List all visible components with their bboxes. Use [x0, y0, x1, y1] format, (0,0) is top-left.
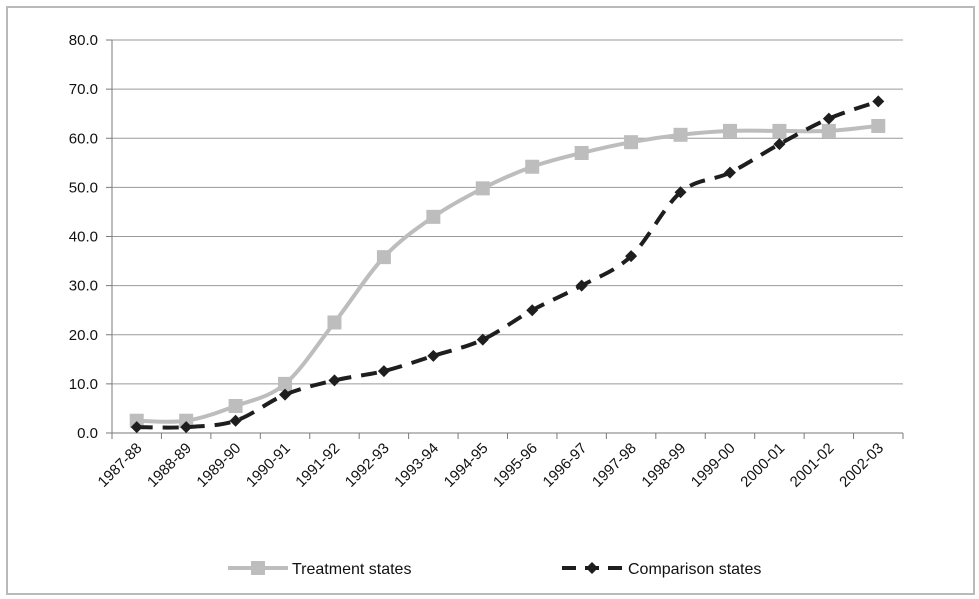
data-point [673, 127, 688, 142]
y-tick-label: 0.0 [77, 425, 98, 442]
x-tick-label: 1988-89 [144, 440, 195, 491]
x-tick-label: 2001-02 [787, 440, 838, 491]
data-point [723, 166, 736, 179]
data-point [327, 315, 342, 330]
data-point [674, 186, 687, 199]
data-point [426, 209, 441, 224]
y-tick-label: 80.0 [69, 32, 98, 49]
series-layer [129, 95, 886, 434]
data-point [179, 413, 194, 428]
gridlines [112, 39, 903, 385]
data-point [624, 135, 639, 150]
data-point [772, 123, 787, 138]
data-point [822, 112, 835, 125]
series-line [136, 99, 879, 430]
data-point [279, 388, 292, 401]
data-point [278, 376, 293, 391]
data-point [228, 398, 243, 413]
series-treatment-states [129, 118, 886, 428]
data-point [872, 95, 885, 108]
x-tick-labels: 1987-881988-891989-901990-911991-921992-… [95, 440, 888, 491]
y-tick-label: 30.0 [69, 278, 98, 295]
y-tick-label: 40.0 [69, 229, 98, 246]
x-tick-label: 2002-03 [836, 440, 887, 491]
x-tick-label: 1991-92 [292, 440, 343, 491]
chart-frame [6, 6, 975, 595]
data-point [130, 421, 143, 434]
x-tick-label: 1994-95 [441, 440, 492, 491]
x-tick-label: 1990-91 [243, 440, 294, 491]
data-point [871, 118, 886, 133]
data-point [773, 138, 786, 151]
legend-item: Comparison states [562, 561, 761, 578]
data-point [821, 123, 836, 138]
data-point [525, 159, 540, 174]
axes [106, 39, 904, 439]
x-tick-label: 1987-88 [95, 440, 146, 491]
data-point [377, 365, 390, 378]
x-tick-label: 1998-99 [638, 440, 689, 491]
y-tick-label: 50.0 [69, 179, 98, 196]
data-point [476, 333, 489, 346]
x-tick-label: 1997-98 [589, 440, 640, 491]
x-tick-label: 2000-01 [737, 440, 788, 491]
data-point [722, 123, 737, 138]
legend: Treatment states Comparison states [228, 561, 761, 578]
x-tick-label: 1992-93 [342, 440, 393, 491]
data-point [526, 304, 539, 317]
y-tick-label: 60.0 [69, 130, 98, 147]
data-point [574, 145, 589, 160]
data-point [475, 181, 490, 196]
x-tick-label: 1996-97 [540, 440, 591, 491]
y-tick-label: 10.0 [69, 376, 98, 393]
data-point [328, 374, 341, 387]
legend-item: Treatment states [228, 561, 411, 578]
data-point [129, 413, 144, 428]
data-point [575, 279, 588, 292]
legend-marker [586, 562, 598, 574]
y-tick-labels: 0.0 10.0 20.0 30.0 40.0 50.0 60.0 70.0 80.0 [69, 32, 98, 442]
data-point [180, 421, 193, 434]
data-point [625, 250, 638, 263]
x-tick-label: 1989-90 [193, 440, 244, 491]
data-point [229, 414, 242, 427]
legend-marker [251, 561, 265, 575]
series-comparison-states [130, 95, 885, 434]
y-tick-label: 70.0 [69, 81, 98, 98]
legend-label: Comparison states [628, 561, 761, 578]
x-tick-label: 1995-96 [490, 440, 541, 491]
x-tick-label: 1999-00 [688, 440, 739, 491]
legend-label: Treatment states [292, 561, 411, 578]
data-point [427, 349, 440, 362]
x-tick-label: 1993-94 [391, 440, 442, 491]
y-tick-label: 20.0 [69, 327, 98, 344]
series-line [136, 123, 879, 424]
data-point [376, 250, 391, 265]
